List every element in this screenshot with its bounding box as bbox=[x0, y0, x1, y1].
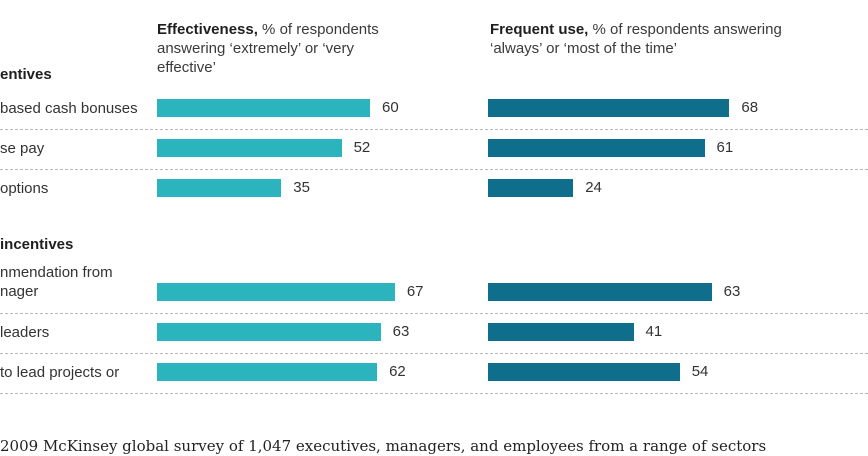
bar-eff bbox=[157, 283, 395, 301]
category-label: based cash bonuses bbox=[0, 100, 138, 117]
effectiveness-header: Effectiveness, % of respondents answerin… bbox=[157, 20, 417, 77]
bar-eff bbox=[157, 179, 282, 197]
source-note: 2009 McKinsey global survey of 1,047 exe… bbox=[0, 437, 767, 455]
value-label: 54 bbox=[691, 363, 709, 380]
value-label: 67 bbox=[406, 283, 424, 300]
row-separator bbox=[0, 313, 868, 314]
group-title: entives bbox=[0, 66, 52, 83]
frequent-use-header-bold: Frequent use, bbox=[490, 21, 589, 38]
group-title: incentives bbox=[0, 236, 74, 253]
bar-use bbox=[488, 99, 730, 117]
row-separator bbox=[0, 129, 868, 130]
bar-eff bbox=[157, 99, 370, 117]
bar-eff bbox=[157, 139, 342, 157]
value-label: 60 bbox=[382, 99, 399, 116]
category-label: options bbox=[0, 180, 49, 197]
bar-use bbox=[488, 363, 680, 381]
category-label: se pay bbox=[0, 140, 45, 157]
bar-use bbox=[488, 139, 705, 157]
row-separator bbox=[0, 393, 868, 394]
bar-use bbox=[488, 283, 712, 301]
category-label: to lead projects or bbox=[0, 364, 120, 381]
row-separator bbox=[0, 353, 868, 354]
value-label: 63 bbox=[392, 323, 410, 340]
value-label: 62 bbox=[389, 363, 406, 380]
value-label: 61 bbox=[716, 139, 734, 156]
value-label: 52 bbox=[353, 139, 371, 156]
value-label: 63 bbox=[723, 283, 741, 300]
value-label: 41 bbox=[645, 323, 663, 340]
category-label: leaders bbox=[0, 324, 50, 341]
value-label: 24 bbox=[585, 179, 602, 196]
effectiveness-header-text: % of respondents answering ‘extremely’ o… bbox=[157, 21, 379, 76]
row-separator bbox=[0, 169, 868, 170]
effectiveness-header-bold: Effectiveness, bbox=[157, 21, 258, 38]
bar-eff bbox=[157, 363, 378, 381]
value-label: 35 bbox=[293, 179, 310, 196]
value-label: 68 bbox=[741, 99, 759, 116]
frequent-use-header: Frequent use, % of respondents answering… bbox=[490, 20, 790, 58]
category-label: nmendation from nager bbox=[0, 264, 113, 300]
bar-use bbox=[488, 323, 634, 341]
bar-eff bbox=[157, 323, 381, 341]
bar-use bbox=[488, 179, 574, 197]
frequent-use-header-text: % of respondents answering ‘always’ or ‘… bbox=[490, 21, 782, 57]
